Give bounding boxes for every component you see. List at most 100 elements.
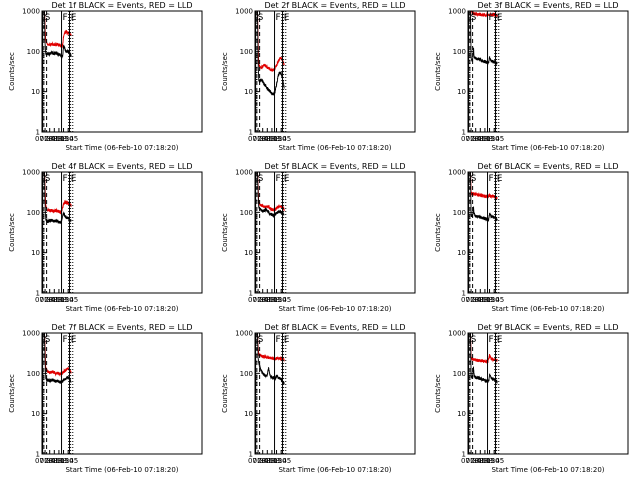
marker-label: S xyxy=(45,335,51,345)
x-tick-label: 08:45 xyxy=(58,457,78,465)
x-tick-label: 08:45 xyxy=(58,296,78,304)
y-tick-label: 10 xyxy=(457,249,466,257)
x-axis-label: Start Time (06-Feb-10 07:18:20) xyxy=(491,466,604,474)
marker-label: E xyxy=(71,174,77,184)
x-tick-label: 08:45 xyxy=(271,457,291,465)
marker-label: F xyxy=(63,174,68,184)
panel-title: Det 7f BLACK = Events, RED = LLD xyxy=(51,323,192,332)
y-tick-label: 100 xyxy=(453,209,466,217)
plot-frame xyxy=(41,332,203,455)
plot-frame xyxy=(254,10,416,133)
marker-label: S xyxy=(471,335,477,345)
x-tick-label: 08:00 xyxy=(470,135,490,143)
x-tick-label: 08:00 xyxy=(257,135,277,143)
events-series-line xyxy=(468,172,498,225)
marker-label: E xyxy=(284,335,290,345)
panel-title: Det 3f BLACK = Events, RED = LLD xyxy=(477,1,618,10)
x-tick-label: 08:30 xyxy=(53,296,73,304)
panel-title: Det 2f BLACK = Events, RED = LLD xyxy=(264,1,405,10)
y-tick-label: 1 xyxy=(462,129,466,137)
y-tick-label: 10 xyxy=(244,88,253,96)
x-tick-label: 07:45 xyxy=(40,135,60,143)
x-tick-label: 07:30 xyxy=(35,457,55,465)
y-tick-label: 100 xyxy=(453,48,466,56)
panel-title: Det 1f BLACK = Events, RED = LLD xyxy=(51,1,192,10)
y-tick-label: 100 xyxy=(453,370,466,378)
marker-label: E xyxy=(497,13,503,23)
x-tick-label: 08:15 xyxy=(262,457,282,465)
x-tick-label: 08:15 xyxy=(475,457,495,465)
x-tick-label: 07:30 xyxy=(248,135,268,143)
x-tick-label: 07:45 xyxy=(40,296,60,304)
plot-frame xyxy=(467,10,629,133)
y-tick-label: 1 xyxy=(36,290,40,298)
x-tick-label: 07:45 xyxy=(466,296,486,304)
plot-frame xyxy=(467,171,629,294)
x-tick-label: 07:45 xyxy=(253,457,273,465)
y-tick-label: 1 xyxy=(36,451,40,459)
marker-label: S xyxy=(258,335,264,345)
x-tick-label: 08:00 xyxy=(470,457,490,465)
y-tick-label: 1 xyxy=(249,451,253,459)
x-tick-label: 07:45 xyxy=(40,457,60,465)
x-axis-label: Start Time (06-Feb-10 07:18:20) xyxy=(278,466,391,474)
x-tick-label: 07:45 xyxy=(253,296,273,304)
x-tick-label: 07:30 xyxy=(461,135,481,143)
x-tick-label: 07:30 xyxy=(35,296,55,304)
y-tick-label: 1000 xyxy=(448,169,466,177)
events-series-line xyxy=(468,333,498,386)
x-axis-label: Start Time (06-Feb-10 07:18:20) xyxy=(65,144,178,152)
y-axis-label: Counts/sec xyxy=(8,374,16,413)
y-tick-label: 10 xyxy=(31,410,40,418)
y-tick-label: 1000 xyxy=(235,330,253,338)
y-tick-label: 100 xyxy=(240,370,253,378)
y-axis-label: Counts/sec xyxy=(434,374,442,413)
x-tick-label: 08:15 xyxy=(262,135,282,143)
x-tick-label: 08:45 xyxy=(58,135,78,143)
marker-label: E xyxy=(497,335,503,345)
marker-label: F xyxy=(63,13,68,23)
y-tick-label: 100 xyxy=(27,209,40,217)
x-tick-label: 08:00 xyxy=(257,296,277,304)
y-axis-label: Counts/sec xyxy=(8,213,16,252)
x-tick-label: 07:45 xyxy=(466,135,486,143)
plot-frame xyxy=(41,10,203,133)
marker-label: F xyxy=(489,335,494,345)
y-tick-label: 1000 xyxy=(448,330,466,338)
panel-title: Det 9f BLACK = Events, RED = LLD xyxy=(477,323,618,332)
marker-label: F xyxy=(276,174,281,184)
x-tick-label: 07:30 xyxy=(461,457,481,465)
x-tick-label: 08:00 xyxy=(257,457,277,465)
y-tick-label: 1000 xyxy=(22,169,40,177)
events-series-line xyxy=(42,333,72,390)
y-tick-label: 10 xyxy=(244,410,253,418)
y-tick-label: 1 xyxy=(249,290,253,298)
y-tick-label: 100 xyxy=(27,370,40,378)
marker-label: E xyxy=(284,174,290,184)
x-tick-label: 07:30 xyxy=(35,135,55,143)
y-axis-label: Counts/sec xyxy=(221,213,229,252)
x-tick-label: 08:30 xyxy=(479,296,499,304)
x-tick-label: 08:15 xyxy=(475,135,495,143)
y-tick-label: 1000 xyxy=(22,330,40,338)
events-series-line xyxy=(255,333,285,386)
marker-label: S xyxy=(45,13,51,23)
x-tick-label: 07:30 xyxy=(248,296,268,304)
x-axis-label: Start Time (06-Feb-10 07:18:20) xyxy=(65,466,178,474)
panel-title: Det 5f BLACK = Events, RED = LLD xyxy=(264,162,405,171)
x-tick-label: 07:30 xyxy=(248,457,268,465)
panel-title: Det 6f BLACK = Events, RED = LLD xyxy=(477,162,618,171)
y-tick-label: 10 xyxy=(31,88,40,96)
marker-label: F xyxy=(63,335,68,345)
x-tick-label: 08:15 xyxy=(49,457,69,465)
y-tick-label: 1 xyxy=(462,290,466,298)
x-tick-label: 08:15 xyxy=(262,296,282,304)
x-tick-label: 07:45 xyxy=(253,135,273,143)
x-tick-label: 08:30 xyxy=(479,457,499,465)
x-tick-label: 08:45 xyxy=(484,296,504,304)
x-axis-label: Start Time (06-Feb-10 07:18:20) xyxy=(278,144,391,152)
